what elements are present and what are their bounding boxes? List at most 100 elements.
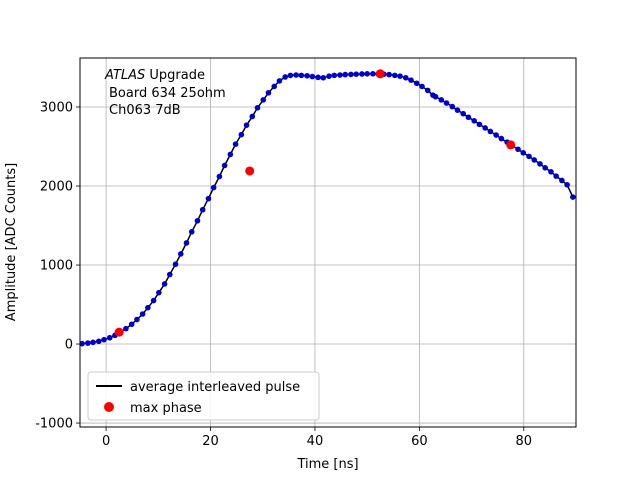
pulse-point — [353, 71, 359, 77]
pulse-point — [449, 103, 456, 110]
pulse-point — [337, 72, 343, 78]
pulse-point — [271, 83, 278, 90]
legend-entry-pulse: average interleaved pulse — [130, 380, 300, 395]
annotation: ATLAS Upgrade Board 634 25ohm Ch063 7dB — [104, 68, 226, 118]
pulse-point — [348, 71, 354, 78]
pulse-point — [156, 289, 162, 296]
plot-frame — [79, 57, 577, 428]
pulse-point — [438, 97, 445, 103]
pulse-point — [123, 325, 129, 332]
y-tick-label: 1000 — [40, 259, 73, 274]
pulse-point — [498, 135, 505, 142]
pulse-point — [254, 104, 261, 111]
pulse-point — [515, 146, 521, 153]
annotation-atlas: ATLAS — [104, 68, 145, 83]
annotation-line1: ATLAS Upgrade — [104, 68, 205, 83]
pulse-point — [454, 107, 461, 113]
pulse-point — [145, 304, 151, 311]
x-tick-label: 20 — [202, 434, 219, 449]
pulse-point — [370, 71, 376, 77]
pulse-point — [293, 72, 299, 78]
pulse-point — [553, 173, 559, 179]
x-tick-label: 40 — [307, 434, 324, 449]
pulse-point — [183, 240, 190, 246]
pulse-point — [386, 71, 392, 78]
pulse-point — [106, 334, 113, 341]
max-phase-point — [375, 69, 385, 79]
pulse-point — [216, 173, 223, 180]
pulse-point — [260, 97, 267, 103]
pulse-point — [227, 151, 234, 158]
pulse-point — [548, 168, 554, 175]
pulse-point — [199, 206, 206, 213]
pulse-point — [265, 89, 272, 96]
pulse-point — [326, 73, 332, 79]
pulse-point — [134, 316, 140, 323]
x-tick-label: 80 — [516, 434, 533, 449]
pulse-point — [559, 177, 565, 184]
pulse-point — [542, 165, 548, 171]
pulse-point — [167, 271, 173, 278]
pulse-point — [482, 125, 488, 131]
pulse-point — [304, 72, 310, 79]
pulse-point — [526, 153, 532, 160]
pulse-point — [331, 72, 338, 79]
y-tick-label: 2000 — [40, 180, 73, 195]
max-phase-point — [114, 327, 124, 337]
pulse-point — [320, 74, 327, 81]
pulse-point — [424, 87, 431, 94]
x-axis-label: Time [ns] — [296, 457, 358, 472]
x-tick-label: 0 — [102, 434, 110, 449]
pulse-point — [238, 131, 245, 138]
pulse-point — [221, 162, 228, 169]
pulse-point — [570, 194, 576, 200]
pulse-point — [564, 182, 570, 188]
pulse-point — [465, 114, 472, 121]
legend: average interleaved pulse max phase — [87, 371, 320, 421]
pulse-point — [413, 80, 420, 87]
pulse-point — [364, 71, 370, 77]
max-phase-point — [245, 166, 255, 176]
pulse-point — [460, 110, 467, 117]
pulse-point — [128, 321, 135, 328]
pulse-point — [359, 71, 365, 77]
pulse-point — [397, 73, 403, 79]
pulse-point — [342, 71, 349, 78]
pulse-point — [402, 74, 409, 81]
pulse-point — [287, 72, 294, 79]
pulse-point — [432, 93, 439, 100]
y-axis-ticks: -1000 0 1000 2000 3000 — [35, 100, 80, 432]
pulse-point — [150, 297, 157, 304]
pulse-point — [493, 132, 499, 138]
pulse-point — [487, 128, 494, 135]
legend-box — [87, 371, 320, 421]
pulse-point — [298, 72, 305, 79]
pulse-point — [101, 336, 107, 343]
annotation-line2: Board 634 25ohm — [109, 86, 226, 101]
annotation-line3: Ch063 7dB — [109, 103, 181, 118]
pulse-point — [139, 311, 146, 317]
pulse-point — [188, 229, 195, 235]
pulse-point — [443, 100, 450, 106]
pulse-point — [249, 113, 256, 120]
y-tick-label: -1000 — [35, 417, 73, 432]
legend-marker-swatch — [104, 402, 114, 412]
pulse-point — [95, 338, 102, 345]
max-phase-point — [506, 140, 516, 150]
pulse-point — [90, 339, 96, 346]
pulse-point — [471, 118, 477, 124]
pulse-point — [205, 195, 212, 202]
pulse-point — [243, 122, 250, 128]
pulse-point — [408, 77, 414, 83]
pulse-point — [276, 78, 283, 84]
legend-entry-max-phase: max phase — [130, 401, 202, 416]
x-tick-label: 60 — [411, 434, 428, 449]
grid-lines — [80, 58, 576, 427]
pulse-point — [392, 72, 398, 79]
y-tick-label: 0 — [65, 338, 73, 353]
pulse-point — [210, 184, 217, 191]
x-axis-ticks: 0 20 40 60 80 — [102, 427, 532, 449]
pulse-point — [172, 261, 179, 268]
annotation-upgrade: Upgrade — [145, 68, 205, 83]
